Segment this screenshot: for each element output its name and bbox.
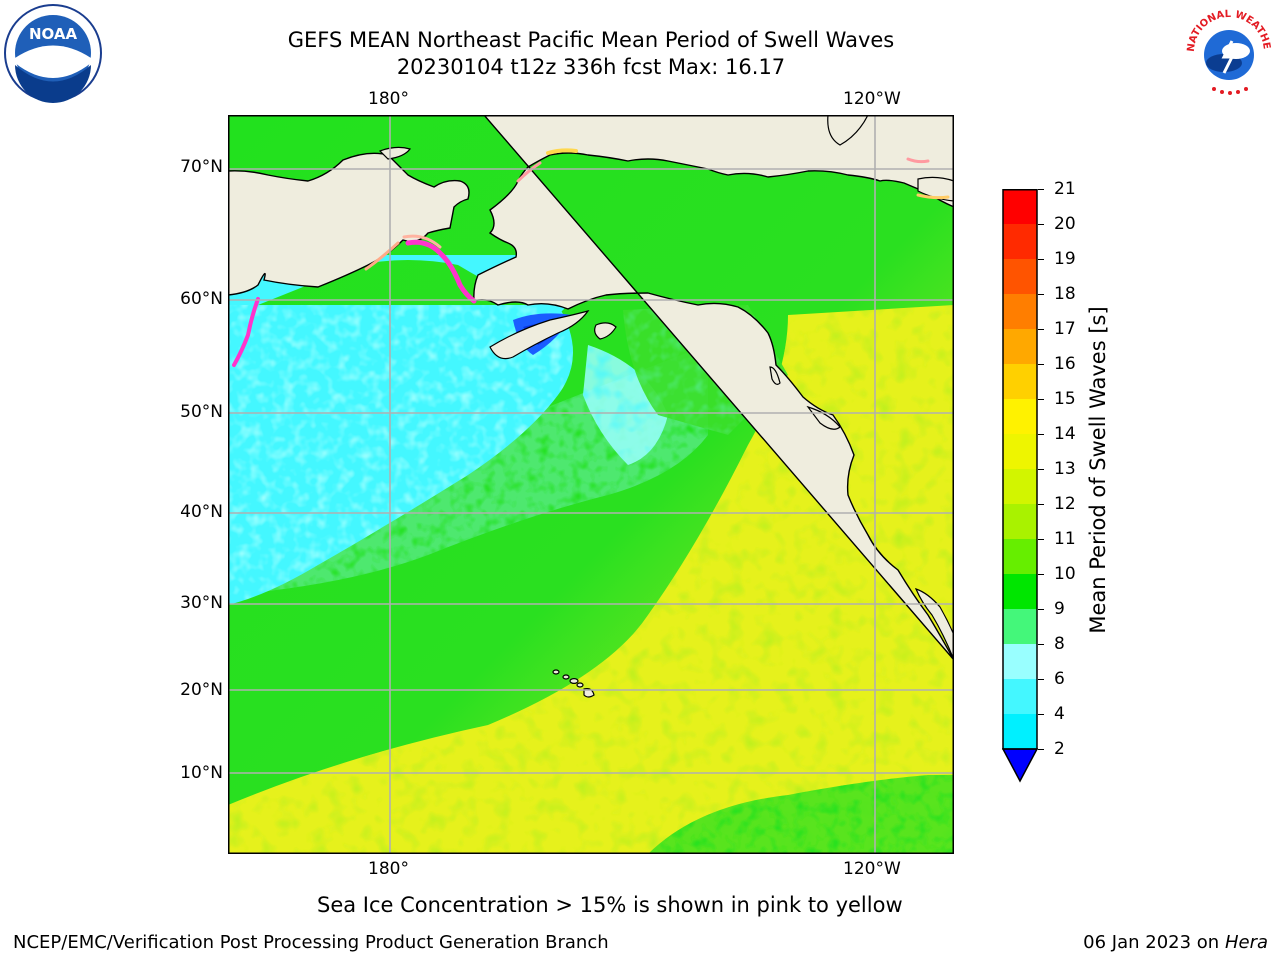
colorbar-segment	[1003, 364, 1037, 400]
footer-date-text: 06 Jan 2023 on	[1083, 932, 1225, 953]
colorbar-tick-mark	[1038, 573, 1044, 575]
colorbar	[1001, 189, 1039, 784]
colorbar-extend	[1001, 748, 1039, 783]
colorbar-tick-label: 14	[1054, 424, 1076, 444]
colorbar-tick-label: 13	[1054, 459, 1076, 479]
colorbar-segment	[1003, 574, 1037, 610]
colorbar-tick-label: 16	[1054, 354, 1076, 374]
colorbar-tick-mark	[1038, 223, 1044, 225]
colorbar-segment	[1003, 329, 1037, 365]
colorbar-svg	[1001, 189, 1039, 783]
colorbar-segment	[1003, 434, 1037, 470]
colorbar-tick-label: 19	[1054, 249, 1076, 269]
lat-label-30n: 30°N	[180, 593, 223, 613]
colorbar-tick-label: 12	[1054, 494, 1076, 514]
colorbar-tick-label: 18	[1054, 284, 1076, 304]
colorbar-segment	[1003, 609, 1037, 645]
colorbar-tick-mark	[1038, 258, 1044, 260]
colorbar-segment	[1003, 224, 1037, 260]
lat-label-40n: 40°N	[180, 502, 223, 522]
colorbar-tick-label: 11	[1054, 529, 1076, 549]
colorbar-tick-mark	[1038, 538, 1044, 540]
colorbar-tick-mark	[1038, 713, 1044, 715]
colorbar-segment	[1003, 539, 1037, 575]
colorbar-segment	[1003, 399, 1037, 435]
colorbar-tick-label: 9	[1054, 599, 1065, 619]
chart-subtitle: 20230104 t12z 336h fcst Max: 16.17	[396, 55, 786, 79]
lat-label-60n: 60°N	[180, 289, 223, 309]
lat-label-10n: 10°N	[180, 763, 223, 783]
colorbar-segment	[1003, 644, 1037, 680]
colorbar-tick-mark	[1038, 433, 1044, 435]
sea-ice-note: Sea Ice Concentration > 15% is shown in …	[317, 893, 903, 917]
colorbar-tick-mark	[1038, 678, 1044, 680]
lat-label-50n: 50°N	[180, 402, 223, 422]
colorbar-tick-label: 8	[1054, 634, 1065, 654]
colorbar-segment	[1003, 714, 1037, 750]
colorbar-segment	[1003, 504, 1037, 540]
colorbar-tick-mark	[1038, 643, 1044, 645]
colorbar-segment	[1003, 259, 1037, 295]
colorbar-segment	[1003, 189, 1037, 225]
footer-credit: NCEP/EMC/Verification Post Processing Pr…	[13, 932, 609, 953]
colorbar-tick-mark	[1038, 608, 1044, 610]
colorbar-tick-label: 4	[1054, 704, 1065, 724]
colorbar-label: Mean Period of Swell Waves [s]	[1086, 306, 1110, 634]
lon-label-top-180: 180°	[368, 89, 409, 109]
colorbar-tick-mark	[1038, 503, 1044, 505]
map-panel	[228, 115, 954, 854]
lon-label-bottom-120w: 120°W	[843, 859, 901, 879]
colorbar-tick-mark	[1038, 328, 1044, 330]
land-north-america	[473, 115, 954, 661]
noaa-logo-text: NOAA	[29, 25, 78, 43]
colorbar-tick-mark	[1038, 748, 1044, 750]
graticule	[228, 115, 954, 854]
colorbar-tick-mark	[1038, 468, 1044, 470]
colorbar-tick-label: 20	[1054, 214, 1076, 234]
footer-date: 06 Jan 2023 on Hera	[1083, 932, 1268, 954]
colorbar-tick-label: 17	[1054, 319, 1076, 339]
colorbar-tick-label: 15	[1054, 389, 1076, 409]
colorbar-tick-mark	[1038, 188, 1044, 190]
lon-label-bottom-180: 180°	[368, 859, 409, 879]
lat-label-70n: 70°N	[180, 157, 223, 177]
footer-host: Hera	[1224, 932, 1268, 953]
colorbar-tick-mark	[1038, 363, 1044, 365]
sea-ice-fringe	[232, 148, 950, 367]
colorbar-tick-mark	[1038, 293, 1044, 295]
colorbar-segment	[1003, 294, 1037, 330]
colorbar-segment	[1003, 469, 1037, 505]
colorbar-segment	[1003, 679, 1037, 715]
lat-label-20n: 20°N	[180, 680, 223, 700]
chart-title: GEFS MEAN Northeast Pacific Mean Period …	[287, 28, 895, 52]
colorbar-tick-mark	[1038, 398, 1044, 400]
colorbar-tick-label: 21	[1054, 179, 1076, 199]
colorbar-tick-label: 2	[1054, 739, 1065, 759]
colorbar-tick-label: 6	[1054, 669, 1065, 689]
lon-label-top-120w: 120°W	[843, 89, 901, 109]
noaa-logo: NOAA	[3, 3, 103, 103]
colorbar-tick-label: 10	[1054, 564, 1076, 584]
nws-logo: NATIONAL WEATHER SERVICE	[1176, 0, 1278, 101]
map-svg	[228, 115, 954, 854]
